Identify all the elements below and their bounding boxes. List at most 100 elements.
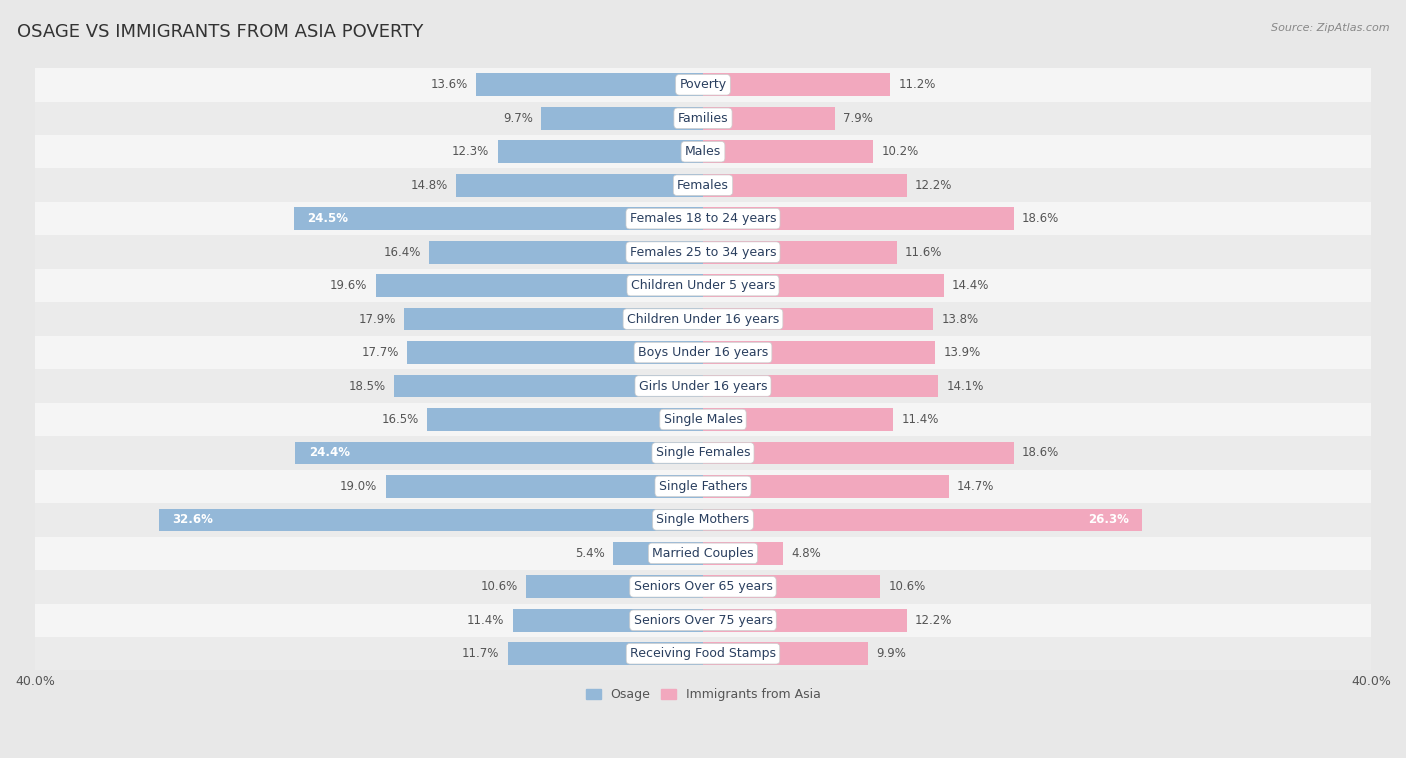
Text: 14.7%: 14.7% [957,480,994,493]
Bar [35,236,1371,269]
Text: 13.6%: 13.6% [430,78,468,91]
Bar [35,135,1371,168]
Bar [35,402,1371,436]
Bar [703,308,934,330]
Text: 5.4%: 5.4% [575,547,605,560]
Text: 9.9%: 9.9% [877,647,907,660]
Bar [295,442,703,465]
Text: Girls Under 16 years: Girls Under 16 years [638,380,768,393]
Bar [35,503,1371,537]
Bar [703,274,943,297]
Bar [35,537,1371,570]
Bar [541,107,703,130]
Text: 14.1%: 14.1% [946,380,984,393]
Text: 14.4%: 14.4% [952,279,990,292]
Text: 16.5%: 16.5% [382,413,419,426]
Text: 18.6%: 18.6% [1022,212,1059,225]
Text: 18.6%: 18.6% [1022,446,1059,459]
Bar [703,609,907,631]
Text: Source: ZipAtlas.com: Source: ZipAtlas.com [1271,23,1389,33]
Bar [35,168,1371,202]
Bar [35,570,1371,603]
Bar [703,374,938,397]
Bar [703,207,1014,230]
Text: OSAGE VS IMMIGRANTS FROM ASIA POVERTY: OSAGE VS IMMIGRANTS FROM ASIA POVERTY [17,23,423,41]
Text: 32.6%: 32.6% [172,513,212,526]
Text: 11.6%: 11.6% [905,246,942,258]
Legend: Osage, Immigrants from Asia: Osage, Immigrants from Asia [581,684,825,706]
Bar [35,369,1371,402]
Text: 17.7%: 17.7% [361,346,399,359]
Text: Boys Under 16 years: Boys Under 16 years [638,346,768,359]
Bar [703,542,783,565]
Bar [456,174,703,196]
Bar [703,475,949,498]
Text: Single Males: Single Males [664,413,742,426]
Bar [703,509,1142,531]
Bar [475,74,703,96]
Bar [294,207,703,230]
Text: Single Fathers: Single Fathers [659,480,747,493]
Bar [427,408,703,431]
Bar [35,269,1371,302]
Bar [703,241,897,264]
Bar [513,609,703,631]
Bar [408,341,703,364]
Bar [35,470,1371,503]
Text: 10.6%: 10.6% [889,581,925,594]
Text: 13.9%: 13.9% [943,346,981,359]
Text: 12.3%: 12.3% [451,146,489,158]
Text: 7.9%: 7.9% [844,111,873,125]
Bar [159,509,703,531]
Bar [508,642,703,665]
Text: Males: Males [685,146,721,158]
Text: Females: Females [678,179,728,192]
Bar [35,336,1371,369]
Bar [703,408,893,431]
Text: Females 25 to 34 years: Females 25 to 34 years [630,246,776,258]
Bar [35,436,1371,470]
Text: 18.5%: 18.5% [349,380,385,393]
Bar [703,107,835,130]
Bar [613,542,703,565]
Text: Poverty: Poverty [679,78,727,91]
Text: 11.4%: 11.4% [467,614,505,627]
Text: Married Couples: Married Couples [652,547,754,560]
Text: 11.4%: 11.4% [901,413,939,426]
Text: 11.7%: 11.7% [461,647,499,660]
Bar [35,637,1371,671]
Text: Children Under 16 years: Children Under 16 years [627,312,779,326]
Text: Seniors Over 65 years: Seniors Over 65 years [634,581,772,594]
Text: 13.8%: 13.8% [942,312,979,326]
Bar [35,102,1371,135]
Bar [703,341,935,364]
Bar [703,575,880,598]
Text: 10.2%: 10.2% [882,146,920,158]
Bar [35,603,1371,637]
Bar [703,174,907,196]
Text: Seniors Over 75 years: Seniors Over 75 years [634,614,772,627]
Bar [703,642,869,665]
Bar [703,140,873,163]
Text: Females 18 to 24 years: Females 18 to 24 years [630,212,776,225]
Text: Families: Families [678,111,728,125]
Text: 19.6%: 19.6% [330,279,367,292]
Text: 19.0%: 19.0% [340,480,377,493]
Text: 12.2%: 12.2% [915,179,952,192]
Text: Single Mothers: Single Mothers [657,513,749,526]
Text: 12.2%: 12.2% [915,614,952,627]
Text: 11.2%: 11.2% [898,78,936,91]
Bar [404,308,703,330]
Text: 4.8%: 4.8% [792,547,821,560]
Text: Single Females: Single Females [655,446,751,459]
Text: 9.7%: 9.7% [503,111,533,125]
Text: 17.9%: 17.9% [359,312,395,326]
Text: 16.4%: 16.4% [384,246,420,258]
Text: 14.8%: 14.8% [411,179,447,192]
Text: Children Under 5 years: Children Under 5 years [631,279,775,292]
Bar [498,140,703,163]
Bar [35,68,1371,102]
Bar [526,575,703,598]
Text: 10.6%: 10.6% [481,581,517,594]
Bar [35,202,1371,236]
